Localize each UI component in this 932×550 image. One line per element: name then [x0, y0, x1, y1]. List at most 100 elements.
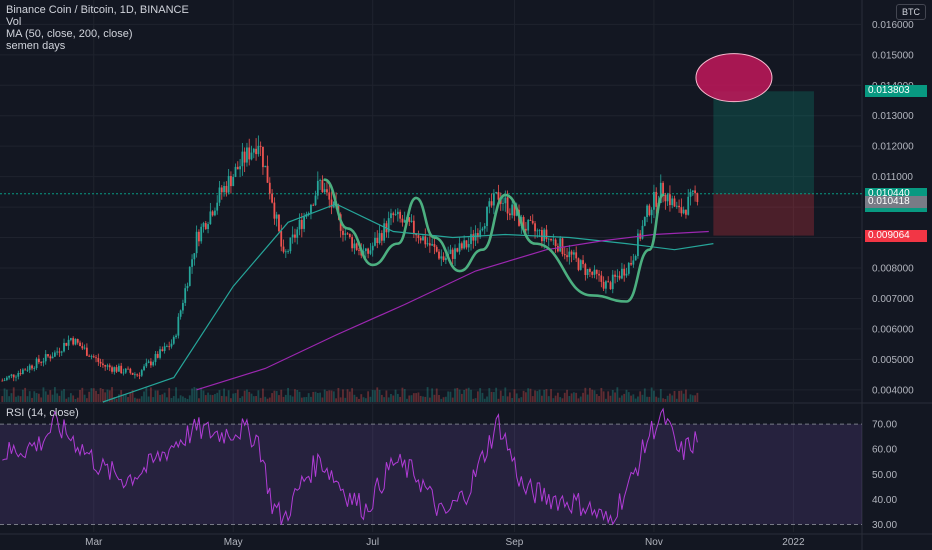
ma-label[interactable]: MA (50, close, 200, close) — [6, 28, 133, 40]
candle-body — [440, 256, 443, 259]
candle-body — [451, 249, 454, 259]
volume-bar — [202, 390, 205, 402]
rsi-line — [2, 407, 698, 526]
candle-body — [163, 346, 166, 352]
volume-bar — [625, 389, 628, 402]
candle-body — [573, 252, 575, 255]
candle-body — [589, 268, 591, 272]
volume-bar — [451, 397, 454, 402]
candle-body — [81, 346, 84, 349]
candle-body — [28, 365, 31, 370]
candle-body — [90, 356, 93, 358]
candle-body — [236, 166, 239, 170]
candle-body — [378, 233, 381, 243]
volume-bar — [330, 390, 333, 402]
pattern-drawing[interactable] — [323, 53, 773, 303]
volume-bar — [678, 390, 680, 402]
volume-bar — [584, 387, 587, 402]
volume-bar — [520, 397, 523, 402]
volume-bar — [348, 391, 351, 402]
candle-body — [172, 337, 175, 344]
candle-body — [211, 211, 214, 216]
candle-body — [634, 255, 637, 261]
volume-bar — [296, 389, 299, 402]
candle-body — [598, 273, 600, 276]
volume-bar — [497, 398, 500, 402]
rsi-label[interactable]: RSI (14, close) — [6, 407, 79, 419]
volume-label[interactable]: Vol — [6, 16, 22, 28]
note-label[interactable]: semen days — [6, 40, 66, 52]
candle-body — [191, 259, 193, 267]
volume-bar — [246, 389, 248, 402]
candle-body — [92, 356, 95, 358]
candle-body — [488, 201, 491, 207]
candle-body — [303, 216, 306, 229]
volume-bar — [182, 396, 184, 402]
candle-body — [529, 219, 532, 221]
symbol-title[interactable]: Binance Coin / Bitcoin, 1D, BINANCE — [6, 4, 189, 16]
volume-bar — [138, 398, 141, 402]
rsi-tick-label: 40.00 — [872, 495, 897, 506]
candle-body — [515, 209, 518, 216]
candle-body — [246, 147, 248, 163]
candle-body — [568, 251, 571, 258]
chart-legend: Binance Coin / Bitcoin, 1D, BINANCE Vol … — [6, 4, 189, 52]
candle-body — [682, 209, 685, 214]
candle-body — [531, 220, 534, 224]
candle-body — [88, 355, 91, 357]
candle-body — [266, 165, 269, 183]
volume-bar — [589, 387, 591, 402]
candle-body — [330, 199, 333, 208]
volume-bar — [449, 391, 452, 402]
ma200-line — [196, 230, 709, 391]
candle-body — [474, 233, 477, 241]
volume-bar — [529, 388, 532, 402]
volume-bar — [230, 398, 232, 402]
volume-bar — [211, 395, 214, 402]
candle-body — [289, 237, 292, 252]
volume-bar — [8, 396, 11, 402]
candle-body — [694, 190, 696, 194]
volume-bar — [321, 397, 324, 402]
candle-body — [486, 206, 488, 227]
volume-bar — [232, 393, 235, 402]
volume-bar — [385, 390, 388, 402]
volume-bar — [234, 393, 237, 402]
stop-zone — [713, 193, 814, 236]
volume-bar — [316, 392, 319, 402]
target-ellipse — [695, 53, 773, 103]
volume-bar — [673, 390, 676, 402]
candle-body — [444, 257, 447, 261]
candle-body — [159, 349, 161, 358]
volume-bar — [536, 391, 539, 402]
candle-body — [632, 260, 635, 265]
volume-bar — [127, 397, 129, 402]
volume-bar — [474, 398, 477, 402]
volume-bar — [568, 396, 571, 402]
candle-body — [646, 205, 648, 218]
candle-body — [616, 275, 619, 277]
volume-bar — [108, 390, 111, 402]
y-tick-label: 0.006000 — [872, 324, 914, 335]
volume-bar — [543, 389, 546, 402]
candle-body — [463, 240, 466, 249]
volume-bar — [504, 387, 507, 402]
candle-body — [476, 233, 479, 238]
volume-bar — [689, 394, 692, 402]
candle-body — [69, 338, 72, 340]
volume-bar — [486, 396, 488, 402]
volume-bar — [621, 395, 623, 402]
y-tick-label: 0.004000 — [872, 385, 914, 396]
candle-body — [543, 229, 546, 242]
volume-bar — [303, 397, 306, 402]
candle-body — [15, 376, 17, 378]
candle-body — [403, 219, 406, 223]
volume-bar — [35, 393, 38, 402]
candle-body — [502, 203, 504, 205]
volume-bar — [552, 398, 555, 402]
currency-badge[interactable]: BTC — [896, 4, 926, 20]
volume-bar — [111, 387, 113, 402]
long-position-tool[interactable] — [0, 91, 862, 236]
candle-body — [582, 260, 584, 265]
